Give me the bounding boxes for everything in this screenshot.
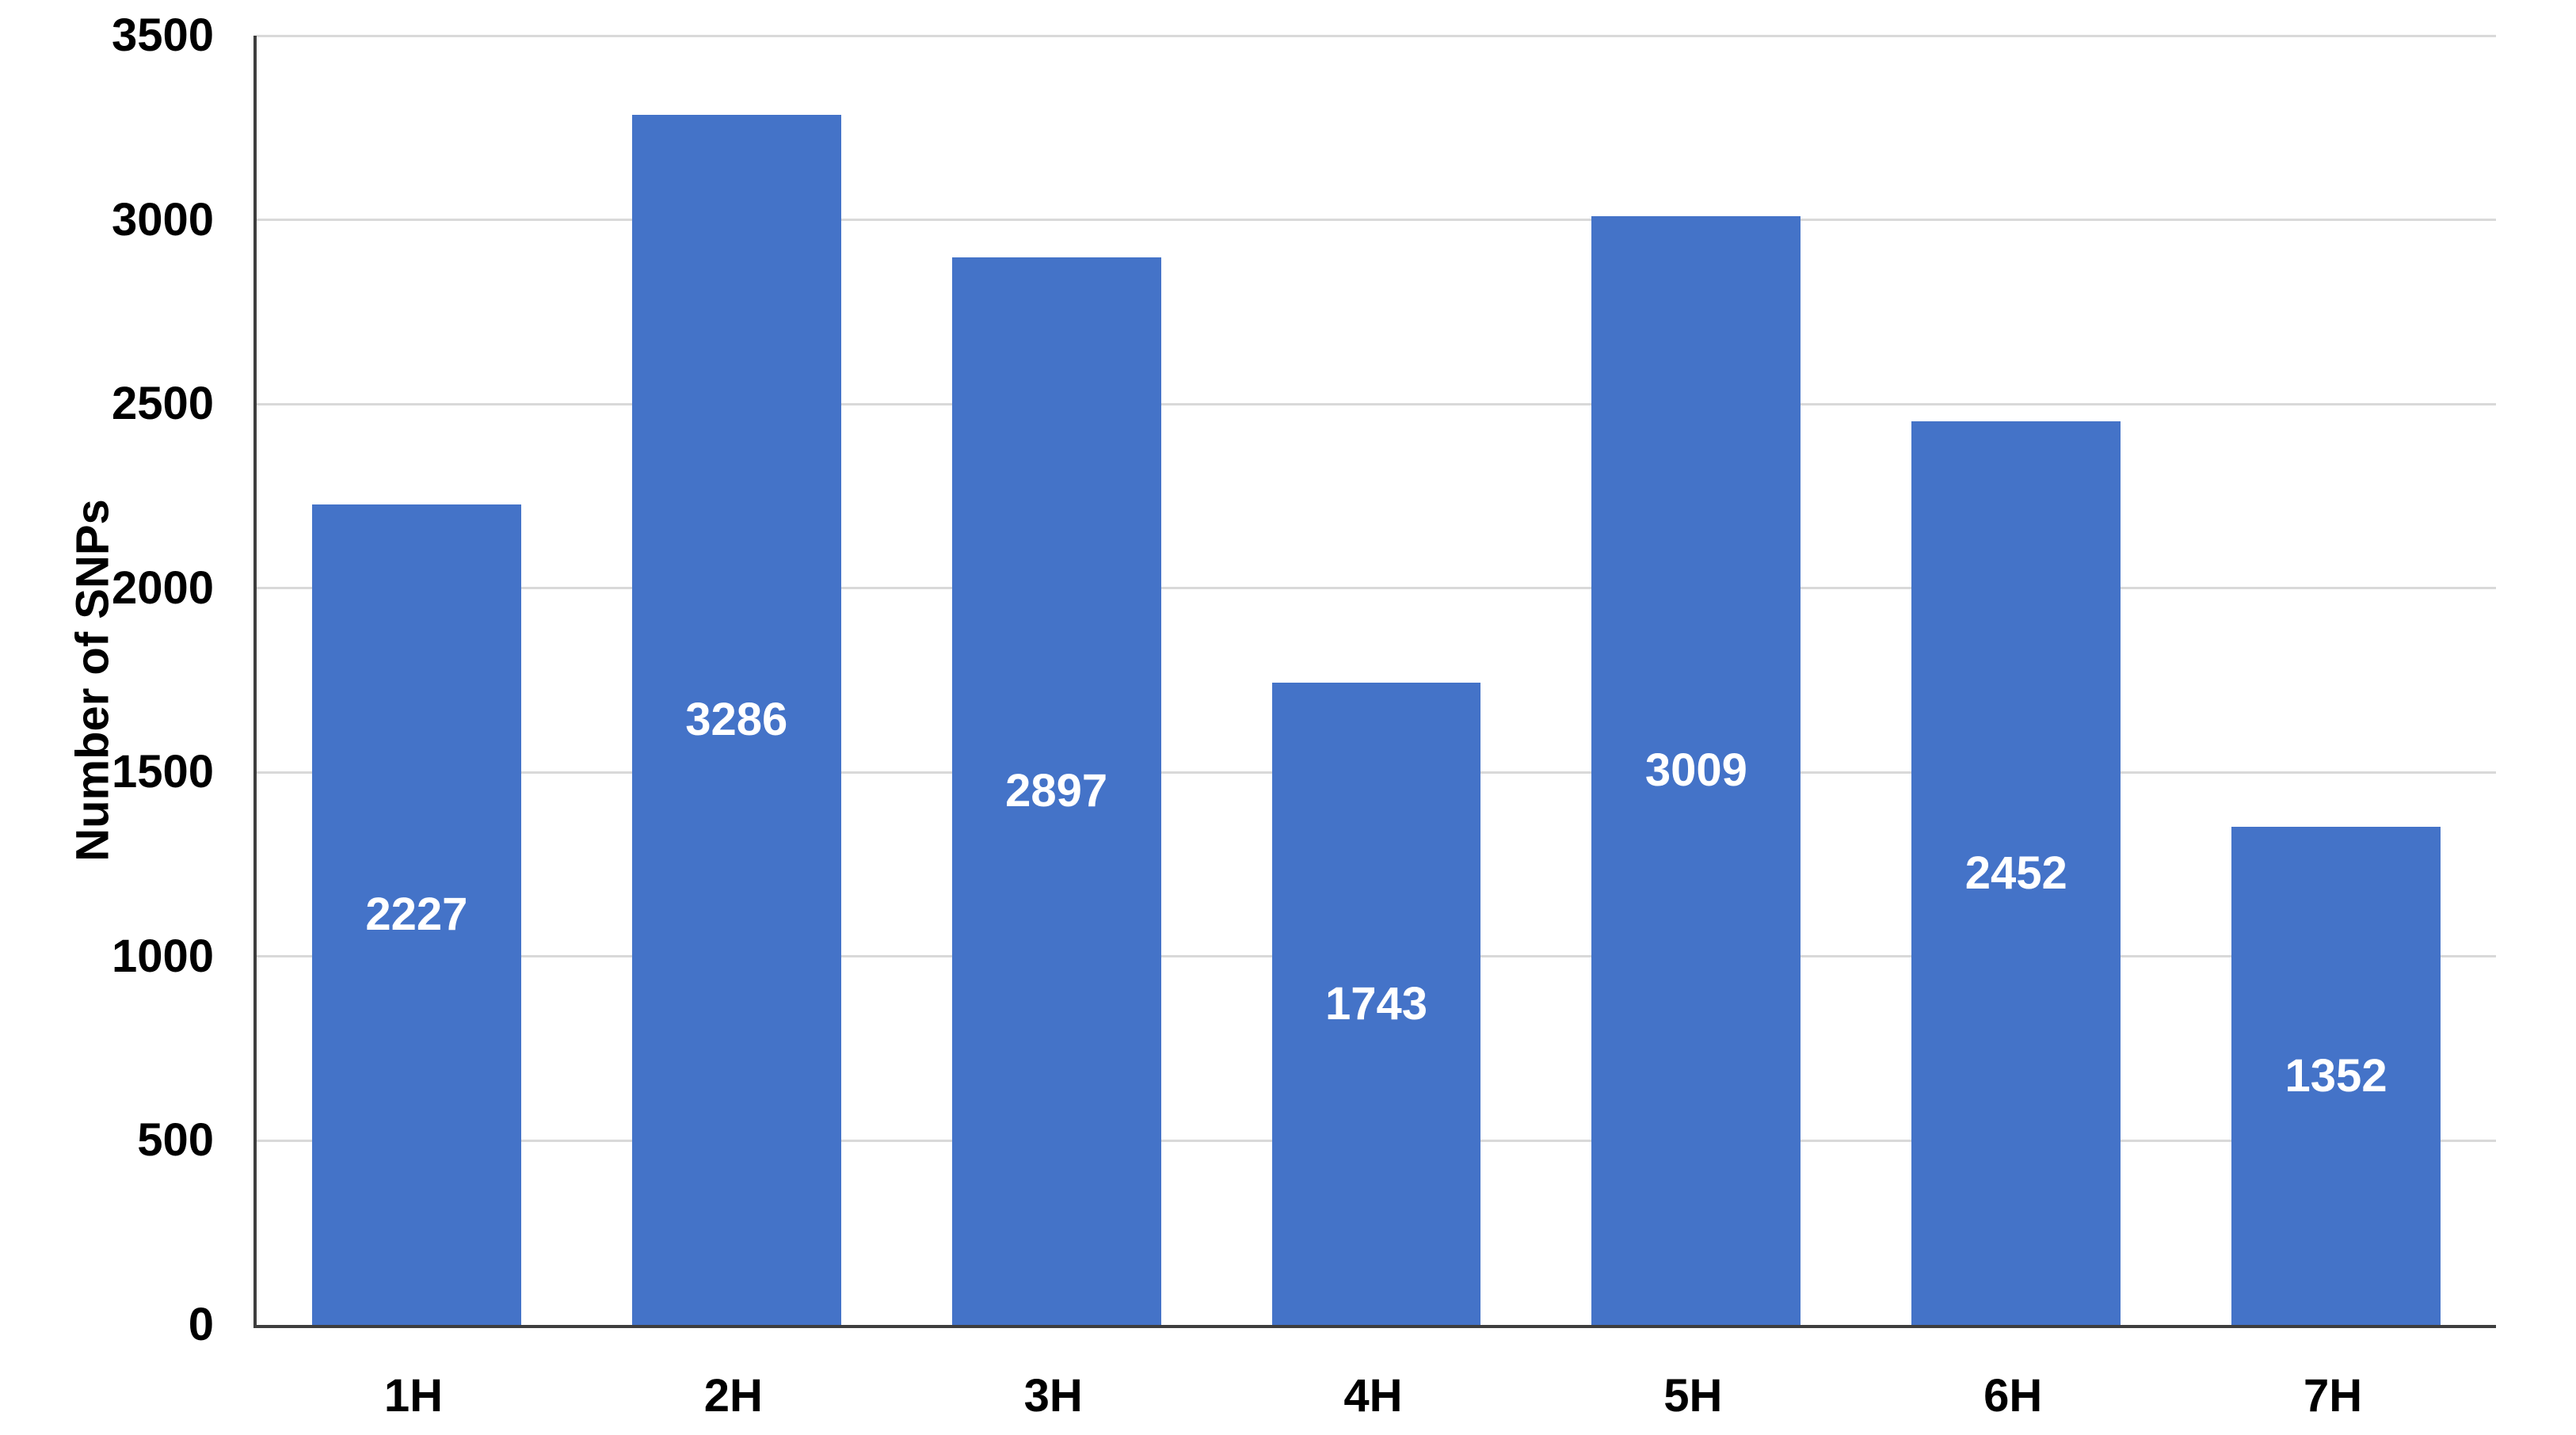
bar-value-label: 1743 — [1324, 977, 1427, 1030]
y-tick-label: 3000 — [111, 193, 214, 246]
bar-value-label: 1352 — [2284, 1049, 2387, 1102]
x-tick-label: 2H — [703, 1370, 763, 1422]
bar-7h: 1352 — [2231, 827, 2441, 1325]
x-tick-label: 3H — [1023, 1370, 1083, 1422]
bar-3h: 2897 — [951, 257, 1161, 1325]
x-tick-label: 6H — [1983, 1370, 2043, 1422]
y-tick-label: 0 — [188, 1299, 214, 1350]
bar-value-label: 3286 — [685, 693, 788, 745]
gridline — [257, 587, 2496, 590]
plot-area: 2227 3286 2897 1743 3009 2452 1352 — [253, 34, 2496, 1328]
y-tick-label: 2000 — [111, 561, 214, 614]
bar-value-label: 2227 — [365, 889, 468, 941]
x-tick-label: 5H — [1663, 1370, 1723, 1422]
y-tick-label: 500 — [137, 1114, 214, 1167]
bar-4h: 1743 — [1271, 683, 1481, 1325]
x-tick-label: 4H — [1343, 1370, 1403, 1422]
bar-1h: 2227 — [311, 504, 521, 1325]
bar-value-label: 2452 — [1964, 847, 2067, 899]
bar-value-label: 2897 — [1005, 765, 1108, 817]
gridline — [257, 219, 2496, 222]
x-tick-labels: 1H 2H 3H 4H 5H 6H 7H — [253, 1372, 2493, 1420]
bar-6h: 2452 — [1911, 421, 2121, 1325]
bar-value-label: 3009 — [1644, 744, 1747, 797]
bar-2h: 3286 — [631, 114, 841, 1325]
y-tick-label: 3500 — [111, 10, 214, 61]
x-tick-label: 7H — [2303, 1370, 2363, 1422]
y-tick-label: 1000 — [111, 930, 214, 982]
bar-5h: 3009 — [1591, 216, 1801, 1325]
bars: 2227 3286 2897 1743 3009 2452 1352 — [257, 36, 2496, 1325]
x-tick-label: 1H — [383, 1370, 443, 1422]
y-tick-label: 1500 — [111, 746, 214, 798]
gridline — [257, 402, 2496, 405]
gridline — [257, 34, 2496, 37]
y-tick-label: 2500 — [111, 378, 214, 430]
